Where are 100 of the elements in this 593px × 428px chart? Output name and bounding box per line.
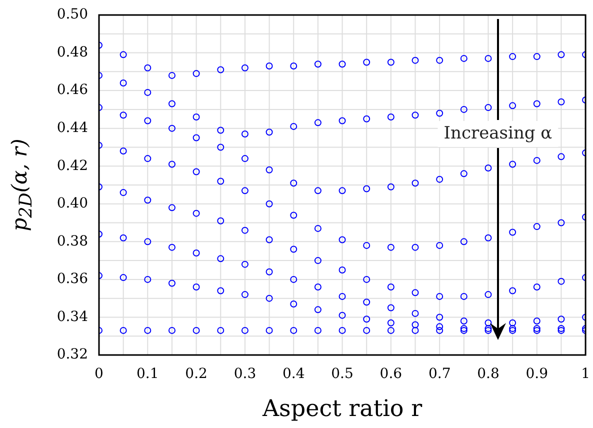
point <box>266 128 273 136</box>
point <box>192 326 200 334</box>
point <box>363 298 370 306</box>
point <box>314 284 322 290</box>
point <box>436 242 444 249</box>
point <box>460 54 468 62</box>
y-tick-label: 0.48 <box>56 44 88 60</box>
point <box>436 176 444 183</box>
point <box>241 260 248 268</box>
point <box>363 115 370 122</box>
point <box>484 164 492 172</box>
point <box>192 134 200 142</box>
point <box>144 117 152 124</box>
point <box>168 72 176 79</box>
point <box>192 168 200 176</box>
point <box>241 326 248 334</box>
point <box>241 130 248 138</box>
point <box>558 316 565 323</box>
point <box>387 319 394 326</box>
y-tick-label: 0.42 <box>56 158 88 174</box>
point <box>266 294 273 302</box>
point <box>338 326 346 334</box>
point <box>314 224 322 232</box>
x-tick-label: 0.7 <box>428 366 451 382</box>
x-tick-label: 0.4 <box>282 366 305 382</box>
point <box>217 178 224 185</box>
point <box>120 80 127 86</box>
point <box>120 189 127 196</box>
point <box>217 126 224 134</box>
point <box>387 183 394 190</box>
point <box>168 124 176 132</box>
y-tick-label: 0.46 <box>56 82 88 98</box>
point <box>436 323 444 330</box>
point <box>217 255 224 262</box>
point <box>509 102 516 110</box>
point <box>192 114 200 120</box>
point <box>338 117 346 124</box>
point <box>533 223 540 230</box>
point <box>217 217 224 224</box>
point <box>290 62 298 70</box>
point <box>168 100 176 108</box>
point <box>509 319 516 326</box>
point <box>192 284 200 290</box>
point <box>290 246 298 253</box>
point <box>266 268 273 276</box>
point <box>509 287 516 294</box>
point <box>144 276 152 283</box>
point <box>290 122 298 130</box>
y-tick-label: 0.36 <box>56 271 88 288</box>
point <box>192 70 200 78</box>
point <box>436 292 444 300</box>
point <box>387 58 394 66</box>
point <box>168 244 176 251</box>
point <box>387 284 394 290</box>
x-tick-label: 0.5 <box>331 366 354 382</box>
point <box>217 144 224 151</box>
y-tick-label: 0.50 <box>56 6 88 23</box>
x-tick-label: 0 <box>94 366 104 382</box>
point <box>412 180 419 187</box>
point <box>533 318 540 324</box>
point <box>144 196 152 204</box>
x-tick-label: 0.6 <box>380 366 402 382</box>
point <box>192 210 200 217</box>
point <box>338 312 346 319</box>
point <box>509 53 516 60</box>
point <box>144 155 152 162</box>
point <box>290 276 298 283</box>
point <box>241 64 248 72</box>
point <box>533 53 540 60</box>
point <box>338 236 346 244</box>
point <box>387 244 394 251</box>
x-tick-label: 0.3 <box>234 366 256 382</box>
point <box>290 300 298 308</box>
point <box>120 234 127 242</box>
point <box>412 56 419 64</box>
point <box>266 62 273 70</box>
point <box>533 100 540 108</box>
point <box>412 310 419 317</box>
point <box>363 185 370 192</box>
point <box>241 155 248 162</box>
point <box>314 119 322 126</box>
point <box>509 160 516 168</box>
point <box>460 292 468 300</box>
point <box>314 60 322 68</box>
point <box>120 274 127 282</box>
point <box>412 321 419 328</box>
point <box>266 236 273 244</box>
point <box>241 187 248 194</box>
point <box>558 98 565 106</box>
x-tick-label: 0.1 <box>136 366 159 382</box>
point <box>460 170 468 178</box>
point <box>484 319 492 326</box>
point <box>436 56 444 64</box>
point <box>558 153 565 160</box>
point <box>387 326 394 334</box>
point <box>484 104 492 112</box>
x-tick-label: 1 <box>581 366 590 382</box>
point <box>290 180 298 187</box>
y-tick-label: 0.40 <box>56 196 88 212</box>
point <box>533 156 540 164</box>
